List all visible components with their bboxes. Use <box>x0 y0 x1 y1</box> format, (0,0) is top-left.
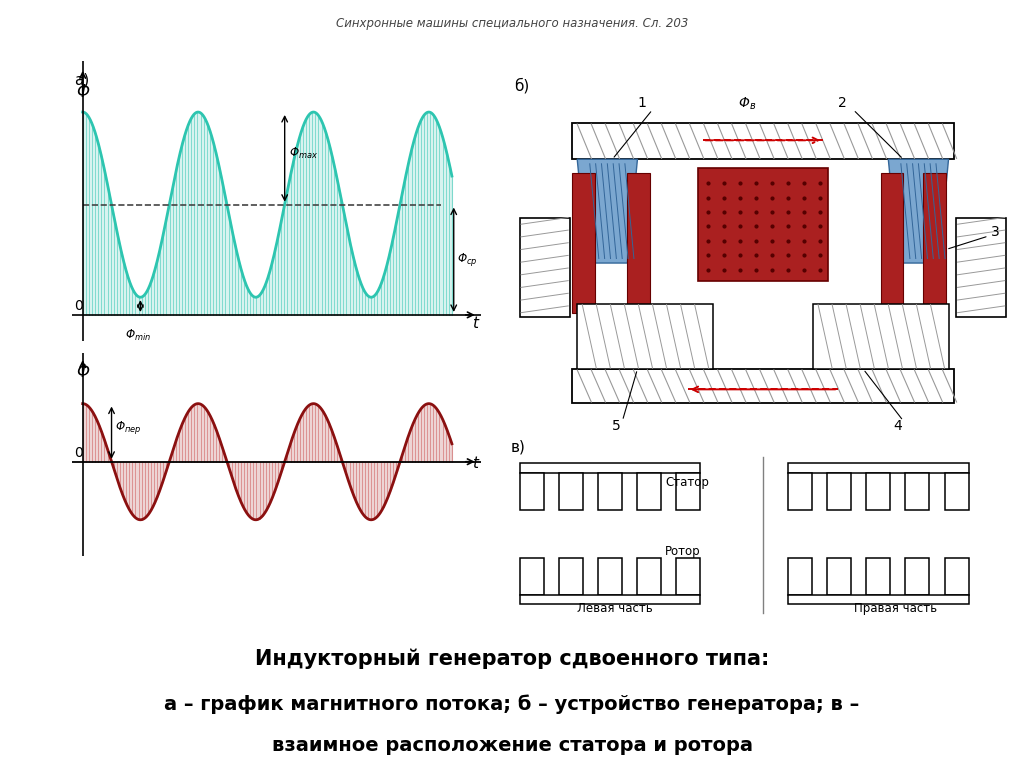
Text: Левая часть: Левая часть <box>577 602 652 615</box>
Text: 3: 3 <box>991 225 999 239</box>
Bar <box>827 558 851 595</box>
Text: 5: 5 <box>612 419 622 433</box>
Text: Правая часть: Правая часть <box>854 602 937 615</box>
Bar <box>813 304 948 369</box>
Bar <box>519 473 544 510</box>
Text: а – график магнитного потока; б – устройство генератора; в –: а – график магнитного потока; б – устрой… <box>165 694 859 714</box>
Bar <box>788 473 812 510</box>
Bar <box>956 218 1007 318</box>
Bar <box>866 473 890 510</box>
Bar <box>788 595 969 604</box>
Bar <box>788 463 969 473</box>
Bar <box>944 558 969 595</box>
Bar <box>559 558 583 595</box>
Bar <box>881 173 903 313</box>
Bar <box>637 473 662 510</box>
Bar <box>788 558 812 595</box>
Polygon shape <box>578 160 637 263</box>
Text: t: t <box>472 316 478 331</box>
Bar <box>598 473 622 510</box>
Bar <box>676 558 700 595</box>
Bar <box>572 123 953 160</box>
Text: в): в) <box>511 439 526 455</box>
Text: Φ$_{max}$: Φ$_{max}$ <box>289 146 318 162</box>
Polygon shape <box>888 160 948 263</box>
Bar <box>559 473 583 510</box>
Text: Индукторный генератор сдвоенного типа:: Индукторный генератор сдвоенного типа: <box>255 648 769 669</box>
Bar <box>697 168 828 281</box>
Text: взаимное расположение статора и ротора: взаимное расположение статора и ротора <box>271 736 753 755</box>
Text: Синхронные машины специального назначения. Сл. 203: Синхронные машины специального назначени… <box>336 17 688 30</box>
Bar <box>866 558 890 595</box>
Bar <box>676 473 700 510</box>
Bar <box>905 558 930 595</box>
Bar <box>519 558 544 595</box>
Text: 0: 0 <box>75 299 83 314</box>
Text: Φ$_{ср}$: Φ$_{ср}$ <box>457 252 477 268</box>
Bar <box>519 218 569 318</box>
Text: 0: 0 <box>75 446 83 460</box>
Bar <box>578 304 713 369</box>
Bar <box>572 369 953 403</box>
Text: а): а) <box>75 72 90 87</box>
Bar <box>598 558 622 595</box>
Bar <box>519 463 700 473</box>
Bar <box>637 558 662 595</box>
Text: Статор: Статор <box>665 476 709 489</box>
Text: 4: 4 <box>893 419 902 433</box>
Text: t: t <box>472 456 478 470</box>
Bar <box>944 473 969 510</box>
Text: б): б) <box>514 78 529 94</box>
Bar <box>572 173 595 313</box>
Text: Φ$_в$: Φ$_в$ <box>737 95 756 112</box>
Bar <box>519 595 700 604</box>
Text: Φ$_{min}$: Φ$_{min}$ <box>125 328 152 343</box>
Bar <box>827 473 851 510</box>
Text: Φ$_{пер}$: Φ$_{пер}$ <box>116 419 142 436</box>
Bar <box>905 473 930 510</box>
Text: 2: 2 <box>838 97 847 110</box>
Text: Φ: Φ <box>76 363 89 381</box>
Text: 1: 1 <box>637 97 646 110</box>
Bar <box>628 173 650 313</box>
Bar <box>924 173 946 313</box>
Text: Φ: Φ <box>76 84 89 101</box>
Text: Ротор: Ротор <box>665 545 700 558</box>
